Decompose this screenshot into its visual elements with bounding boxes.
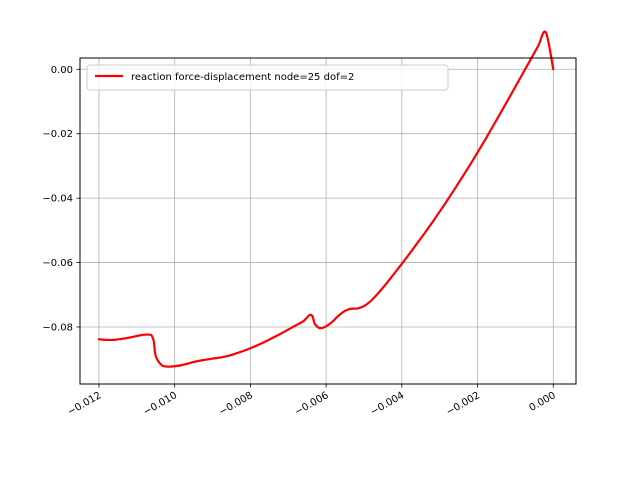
y-tick-label: −0.08 (42, 322, 73, 333)
y-axis: 0.00 −0.02 −0.04 −0.06 −0.08 (42, 65, 80, 333)
series-line (97, 30, 555, 368)
y-tick-label: −0.02 (42, 129, 73, 140)
legend-label: reaction force-displacement node=25 dof=… (131, 72, 354, 83)
y-tick-label: 0.00 (51, 65, 73, 76)
y-tick-label: −0.06 (42, 258, 73, 269)
series-layer (97, 30, 555, 368)
legend-box (86, 64, 449, 91)
y-tick-label: −0.04 (42, 194, 73, 205)
plot-frame (79, 57, 577, 385)
legend: reaction force-displacement node=25 dof=… (86, 64, 449, 91)
